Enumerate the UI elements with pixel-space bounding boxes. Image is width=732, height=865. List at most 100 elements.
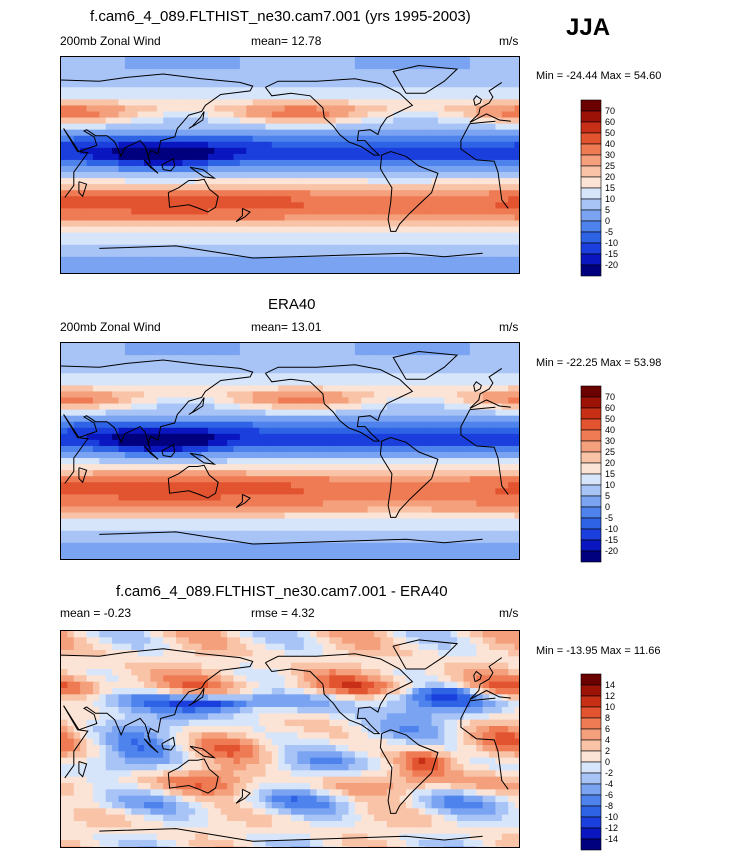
field-cell <box>188 105 196 113</box>
field-cell <box>476 57 484 64</box>
field-cell <box>86 111 94 119</box>
field-cell <box>80 409 88 417</box>
field-cell <box>482 367 490 374</box>
field-cell <box>156 343 164 350</box>
field-cell <box>495 190 503 197</box>
field-cell <box>348 262 356 270</box>
field-cell <box>239 488 247 495</box>
field-cell <box>514 403 519 411</box>
field-cell <box>169 464 177 471</box>
field-cell <box>482 129 490 137</box>
field-cell <box>150 69 158 76</box>
field-cell <box>61 524 68 532</box>
field-cell <box>444 117 452 125</box>
field-cell <box>380 268 388 273</box>
field-cell <box>131 232 139 240</box>
field-cell <box>137 99 145 107</box>
field-cell <box>329 232 337 240</box>
field-cell <box>342 99 350 107</box>
field-cell <box>67 178 75 185</box>
field-cell <box>514 500 519 508</box>
field-cell <box>259 196 267 203</box>
field-cell <box>284 512 292 520</box>
field-cell <box>131 141 139 149</box>
field-cell <box>489 512 497 520</box>
colorbar-tick-label: -15 <box>605 249 618 259</box>
field-cell <box>463 488 471 495</box>
field-cell <box>310 433 318 441</box>
field-cell <box>67 147 75 155</box>
field-cell <box>335 147 343 155</box>
field-cell <box>476 214 484 222</box>
field-cell <box>233 373 241 380</box>
field-cell <box>322 57 330 64</box>
field-cell <box>450 397 458 405</box>
field-cell <box>450 268 458 273</box>
field-cell <box>482 476 490 483</box>
field-cell <box>137 105 145 113</box>
field-cell <box>342 379 350 386</box>
field-cell <box>431 494 439 502</box>
field-cell <box>124 409 132 417</box>
field-cell <box>335 415 343 423</box>
field-cell <box>265 476 273 483</box>
field-cell <box>431 159 439 167</box>
field-cell <box>418 141 426 149</box>
field-cell <box>495 373 503 380</box>
field-cell <box>156 238 164 246</box>
field-cell <box>105 518 113 526</box>
field-cell <box>303 367 311 374</box>
field-cell <box>176 458 183 465</box>
field-cell <box>271 172 279 179</box>
field-cell <box>425 129 433 137</box>
field-cell <box>271 220 279 228</box>
field-cell <box>431 458 439 465</box>
field-cell <box>316 464 324 471</box>
field-cell <box>412 208 420 216</box>
field-cell <box>99 367 107 374</box>
field-cell <box>112 123 120 131</box>
field-cell <box>73 262 81 270</box>
field-cell <box>284 75 292 82</box>
field-cell <box>214 512 222 520</box>
field-cell <box>354 184 362 191</box>
field-cell <box>124 256 132 264</box>
colorbar-swatch <box>580 187 602 200</box>
field-cell <box>239 196 247 203</box>
field-cell <box>99 159 107 167</box>
field-cell <box>514 184 519 191</box>
field-cell <box>412 482 420 489</box>
field-cell <box>124 536 132 544</box>
field-cell <box>61 123 68 131</box>
field-cell <box>412 409 420 417</box>
field-cell <box>303 93 311 100</box>
field-cell <box>99 69 107 76</box>
field-cell <box>92 470 100 477</box>
field-cell <box>380 220 388 228</box>
field-cell <box>501 166 509 173</box>
field-cell <box>284 111 292 119</box>
field-cell <box>508 244 516 252</box>
field-cell <box>99 512 107 520</box>
field-cell <box>291 135 298 143</box>
field-cell <box>514 226 519 234</box>
field-cell <box>361 69 369 76</box>
field-cell <box>92 147 100 155</box>
field-cell <box>297 403 305 411</box>
field-cell <box>476 409 484 417</box>
field-cell <box>112 256 120 264</box>
field-cell <box>469 93 477 100</box>
field-cell <box>450 184 458 191</box>
field-cell <box>182 256 190 264</box>
field-cell <box>393 81 401 88</box>
field-cell <box>188 75 196 82</box>
field-cell <box>354 244 362 252</box>
field-cell <box>450 518 458 526</box>
field-cell <box>220 111 228 119</box>
field-cell <box>335 421 343 429</box>
field-cell <box>335 256 343 264</box>
field-cell <box>239 190 247 197</box>
field-cell <box>482 445 490 453</box>
field-cell <box>291 190 298 197</box>
field-cell <box>233 452 241 459</box>
